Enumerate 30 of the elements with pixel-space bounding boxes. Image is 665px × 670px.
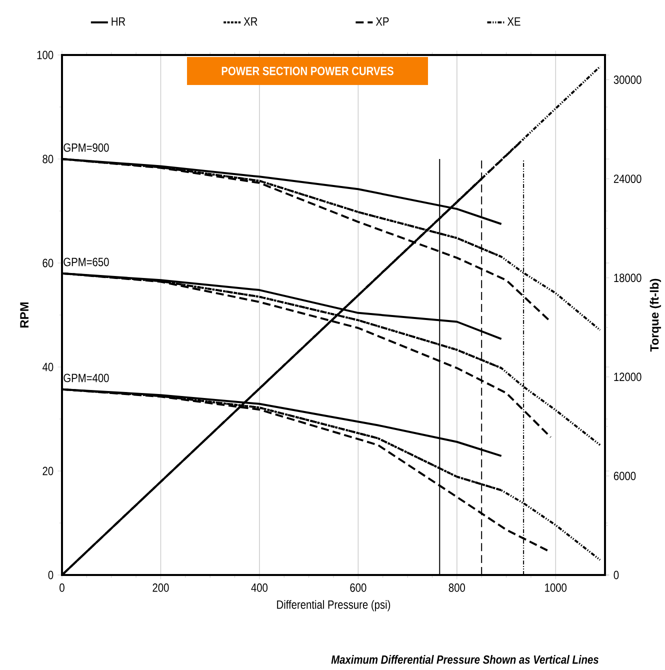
y2-tick-label: 6000 (614, 472, 636, 480)
x-tick-label: 400 (251, 583, 268, 592)
x-tick-label: 1000 (545, 583, 567, 592)
text: POWER SECTION POWER CURVES (222, 66, 394, 76)
y-tick-label: 20 (42, 466, 54, 476)
y2-tick-label: 30000 (614, 76, 642, 84)
legend-label: XE (507, 17, 520, 26)
annotation: GPM=650 (64, 258, 109, 266)
y2-tick-label: 24000 (614, 174, 642, 184)
y-tick-label: 100 (37, 50, 54, 60)
x-tick-label: 800 (448, 583, 465, 592)
x-tick-label: 0 (60, 583, 64, 592)
text: Maximum Differential Pressure Shown as Vertical Lines (331, 655, 598, 664)
y2-axis-title: Torque (ft-lb) (650, 278, 662, 352)
legend-label: XR (244, 17, 258, 26)
x-tick-label: 200 (152, 583, 169, 592)
x-tick-label: 600 (350, 583, 366, 592)
y2-tick-label: 12000 (614, 372, 642, 382)
y-tick-label: 40 (42, 362, 54, 372)
y-axis-title: RPM (20, 302, 28, 328)
y-tick-label: 80 (42, 154, 54, 164)
legend-label: HR (112, 17, 126, 26)
y-tick-label: 0 (48, 570, 54, 580)
y2-tick-label: 18000 (614, 274, 642, 282)
annotation: GPM=400 (64, 374, 109, 382)
legend-label: XP (376, 17, 389, 26)
x-axis-title: Differential Pressure (psi) (277, 600, 390, 612)
annotation: GPM=900 (64, 143, 109, 152)
y2-tick-label: 0 (614, 570, 619, 580)
y-tick-label: 60 (42, 258, 54, 268)
